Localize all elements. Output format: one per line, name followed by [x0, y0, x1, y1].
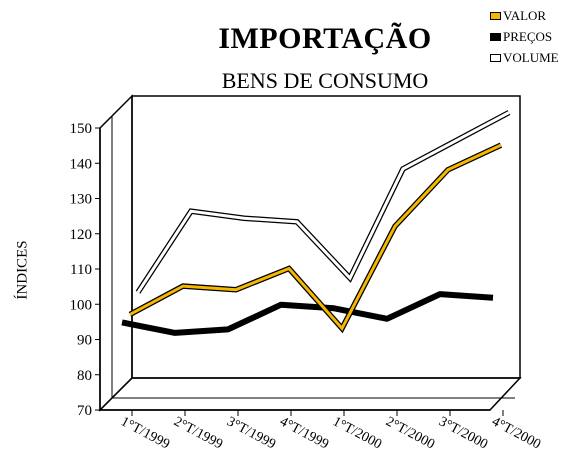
series-line-volume-outline	[135, 110, 511, 294]
x-tick-label: 1°T/1999	[118, 414, 172, 452]
legend-item-valor: VALOR	[490, 5, 559, 26]
legend-item-volume: VOLUME	[490, 47, 559, 68]
y-tick-label: 120	[70, 227, 93, 243]
chart-title: IMPORTAÇÃO	[218, 22, 432, 55]
legend-item-precos: PREÇOS	[490, 26, 559, 47]
x-tick-label: 1°T/2000	[330, 414, 384, 452]
series-line-valor	[129, 143, 502, 332]
legend-swatch-volume	[490, 53, 501, 62]
chart-subtitle: BENS DE CONSUMO	[221, 68, 429, 93]
x-tick-label: 3°T/1999	[224, 414, 278, 452]
y-tick-label: 90	[77, 333, 92, 349]
legend-label-valor: VALOR	[503, 8, 547, 23]
y-tick-label: 130	[70, 192, 93, 208]
legend-swatch-valor	[490, 11, 501, 20]
y-tick-label: 70	[77, 403, 92, 419]
y-tick-label: 80	[77, 368, 92, 384]
legend-swatch-precos	[490, 32, 501, 41]
series-line-volume	[136, 111, 510, 294]
legend-label-volume: VOLUME	[503, 50, 559, 65]
x-tick-label: 2°T/2000	[383, 414, 437, 452]
x-tick-label: 4°T/1999	[277, 414, 331, 452]
legend: VALOR PREÇOS VOLUME	[490, 5, 559, 68]
x-tick-label: 4°T/2000	[489, 414, 543, 452]
side-wall	[99, 94, 133, 412]
x-tick-label: 2°T/1999	[171, 414, 225, 452]
y-tick-label: 110	[70, 262, 92, 278]
y-tick-label: 140	[70, 156, 93, 172]
y-tick-label: 150	[70, 121, 93, 137]
floor	[98, 377, 522, 411]
x-tick-label: 3°T/2000	[436, 414, 490, 452]
legend-label-precos: PREÇOS	[503, 29, 553, 44]
series-line-precos	[121, 291, 494, 336]
y-tick-label: 100	[70, 297, 93, 313]
